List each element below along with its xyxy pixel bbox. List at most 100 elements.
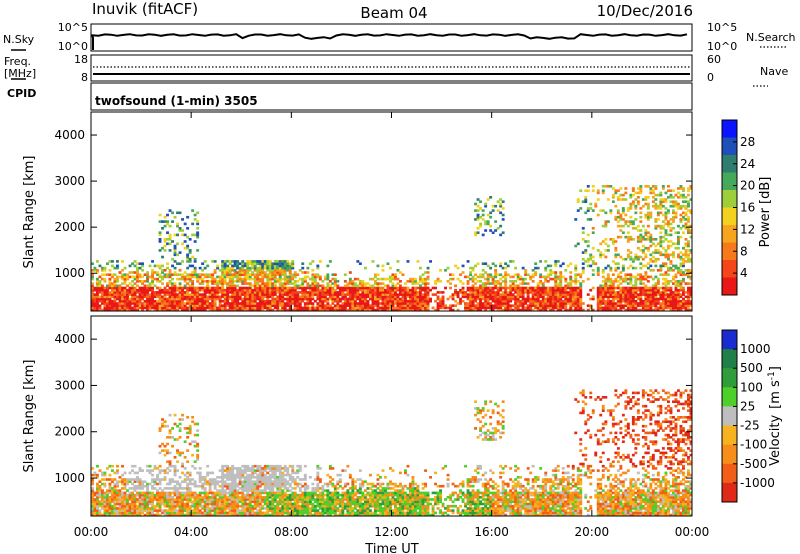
range-gate-cell — [156, 291, 159, 294]
range-gate-cell — [639, 293, 643, 296]
range-gate-cell — [677, 284, 680, 288]
range-gate-cell — [464, 275, 467, 279]
range-gate-cell — [664, 211, 668, 215]
range-gate-cell — [514, 266, 518, 270]
range-gate-cell — [679, 288, 683, 292]
range-gate-cell — [168, 302, 172, 305]
range-gate-cell — [318, 308, 322, 312]
range-gate-cell — [243, 262, 247, 266]
range-gate-cell — [173, 282, 177, 285]
range-gate-cell — [106, 262, 109, 266]
range-gate-cell — [584, 196, 588, 199]
range-gate-cell — [348, 291, 352, 294]
range-gate-cell — [173, 480, 177, 484]
range-gate-cell — [534, 266, 538, 270]
range-gate-cell — [496, 209, 500, 212]
range-gate-cell — [198, 504, 202, 508]
range-gate-cell — [689, 211, 693, 215]
range-gate-cell — [684, 244, 688, 248]
range-gate-cell — [281, 260, 285, 263]
range-gate-cell — [223, 277, 227, 281]
range-gate-cell — [191, 491, 195, 495]
range-gate-cell — [444, 306, 447, 310]
range-gate-cell — [248, 266, 252, 270]
range-gate-cell — [123, 507, 127, 510]
range-gate-cell — [456, 308, 460, 312]
range-gate-cell — [689, 275, 693, 279]
range-gate-cell — [634, 284, 638, 288]
range-gate-cell — [581, 200, 585, 204]
range-gate-cell — [672, 204, 675, 208]
range-gate-cell — [138, 288, 142, 292]
range-gate-cell — [118, 513, 122, 517]
range-gate-cell — [677, 291, 680, 294]
range-gate-cell — [581, 271, 585, 274]
range-gate-cell — [519, 304, 523, 308]
range-gate-cell — [178, 509, 182, 512]
range-gate-cell — [191, 306, 195, 310]
range-gate-cell — [341, 288, 345, 292]
range-gate-cell — [631, 288, 635, 292]
range-gate-cell — [156, 264, 159, 268]
range-gate-cell — [128, 502, 132, 506]
range-gate-cell — [308, 302, 312, 305]
range-gate-cell — [474, 299, 477, 303]
range-gate-cell — [491, 282, 495, 285]
range-gate-cell — [153, 482, 157, 486]
range-gate-cell — [171, 297, 174, 301]
range-gate-cell — [113, 291, 117, 294]
range-gate-cell — [176, 242, 179, 246]
range-gate-cell — [371, 304, 375, 308]
range-gate-cell — [381, 302, 385, 305]
range-gate-cell — [306, 299, 310, 303]
range-gate-cell — [639, 191, 643, 195]
range-gate-cell — [248, 306, 252, 310]
range-gate-cell — [374, 302, 377, 305]
range-gate-cell — [311, 260, 315, 263]
range-gate-cell — [529, 308, 533, 312]
range-gate-cell — [346, 288, 350, 292]
range-gate-cell — [116, 284, 119, 288]
range-gate-cell — [656, 297, 660, 301]
range-gate-cell — [333, 304, 337, 308]
range-gate-cell — [133, 464, 137, 468]
range-gate-cell — [191, 511, 195, 515]
range-gate-cell — [364, 299, 367, 303]
range-gate-cell — [261, 260, 265, 263]
range-gate-cell — [158, 238, 162, 241]
range-gate-cell — [293, 293, 297, 296]
range-gate-cell — [391, 304, 395, 308]
range-gate-cell — [148, 471, 152, 475]
range-gate-cell — [591, 297, 595, 301]
range-gate-cell — [471, 266, 475, 270]
range-gate-cell — [111, 469, 114, 472]
range-gate-cell — [113, 288, 117, 292]
range-gate-cell — [489, 293, 493, 296]
range-gate-cell — [173, 308, 177, 312]
range-gate-cell — [439, 269, 442, 272]
range-gate-cell — [151, 469, 154, 472]
range-gate-cell — [101, 277, 104, 281]
range-gate-cell — [171, 240, 174, 243]
range-gate-cell — [667, 211, 670, 215]
range-gate-cell — [293, 306, 297, 310]
range-gate-cell — [186, 509, 190, 512]
range-gate-cell — [206, 299, 210, 303]
range-gate-cell — [121, 293, 124, 296]
range-gate-cell — [183, 427, 187, 430]
range-gate-cell — [168, 511, 172, 515]
range-gate-cell — [536, 284, 540, 288]
range-gate-cell — [183, 487, 187, 490]
range-gate-cell — [201, 269, 205, 272]
range-gate-cell — [516, 286, 520, 290]
range-gate-cell — [186, 436, 190, 439]
range-gate-cell — [211, 277, 215, 281]
range-gate-cell — [158, 493, 162, 497]
range-gate-cell — [479, 306, 482, 310]
range-gate-cell — [326, 277, 330, 281]
range-gate-cell — [276, 291, 280, 294]
range-gate-cell — [223, 266, 227, 270]
range-gate-cell — [323, 308, 327, 312]
range-gate-cell — [514, 304, 518, 308]
range-gate-cell — [226, 308, 230, 312]
